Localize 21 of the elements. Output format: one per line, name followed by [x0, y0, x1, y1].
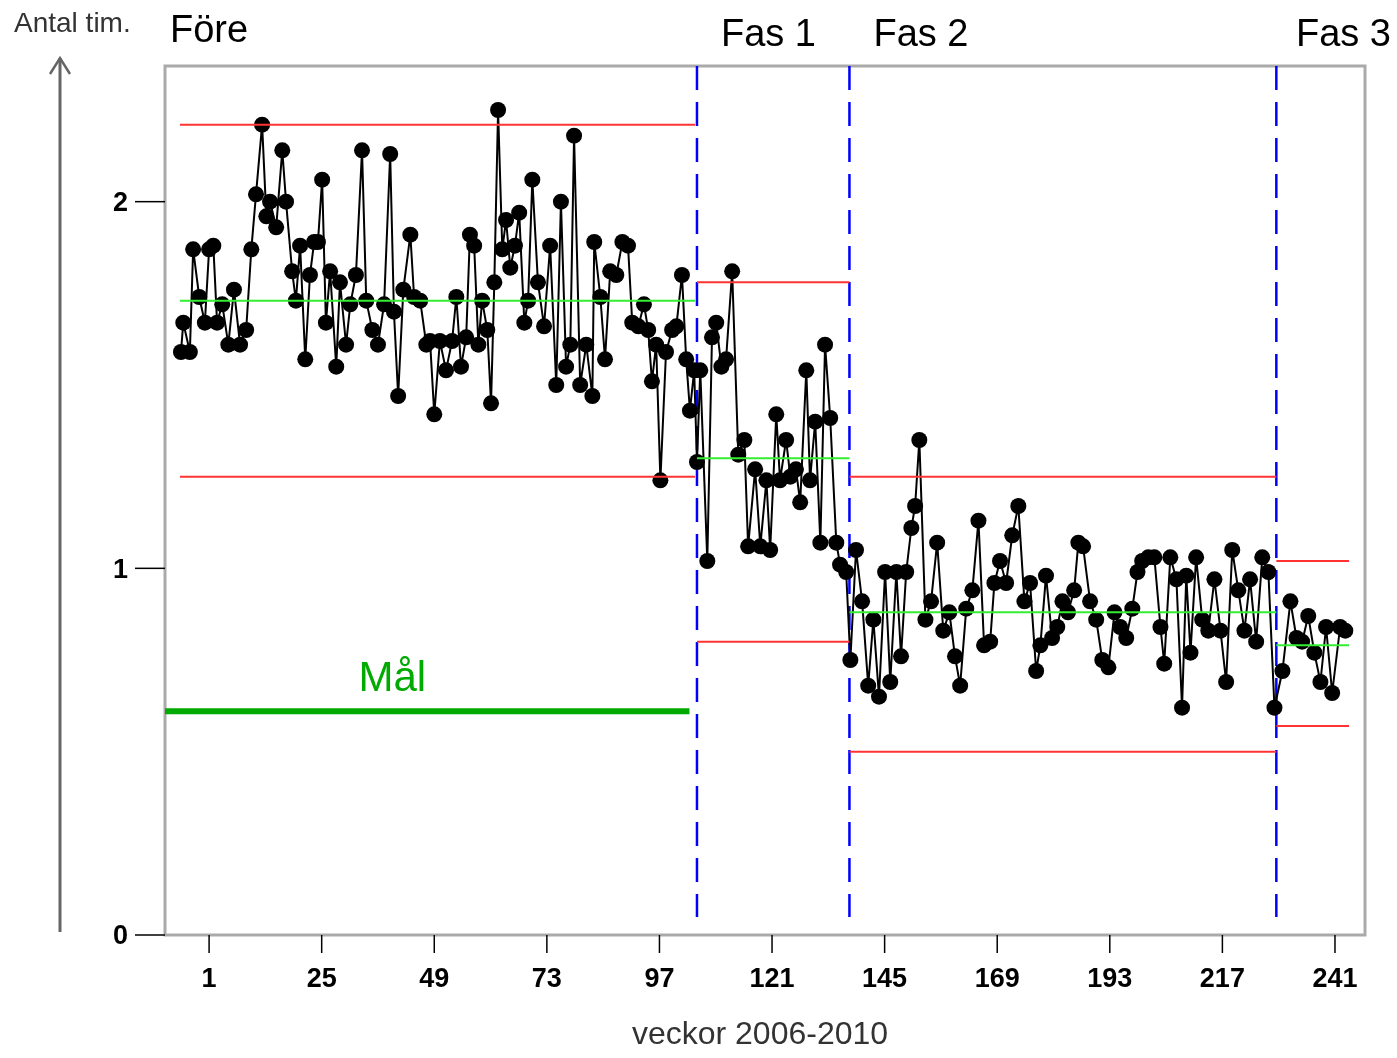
x-tick-label: 97: [644, 963, 675, 993]
x-tick-label: 49: [419, 963, 450, 993]
x-tick-label: 193: [1087, 963, 1133, 993]
ref-line-label: Fas 1: [720, 12, 817, 54]
x-tick-label: 121: [749, 963, 795, 993]
ref-line-label: Fas 2: [873, 12, 969, 54]
y-tick-label: 2: [112, 187, 128, 218]
x-tick-label: 1: [201, 963, 217, 993]
x-axis-title: veckor 2006-2010: [631, 1015, 889, 1051]
text: Före: [170, 8, 249, 50]
y-tick-label: 0: [112, 920, 128, 951]
x-tick-label: 25: [306, 963, 337, 993]
y-axis-title: Antal tim.: [14, 7, 131, 38]
ref-line-label: Fas 3: [1295, 12, 1391, 54]
x-tick-label: 241: [1312, 963, 1358, 993]
series-label: Mål: [358, 653, 427, 701]
x-tick-label: 145: [862, 963, 908, 993]
y-tick-label: 1: [112, 553, 128, 584]
x-tick-label: 169: [974, 963, 1020, 993]
x-tick-label: 217: [1199, 963, 1245, 993]
x-tick-label: 73: [531, 963, 562, 993]
